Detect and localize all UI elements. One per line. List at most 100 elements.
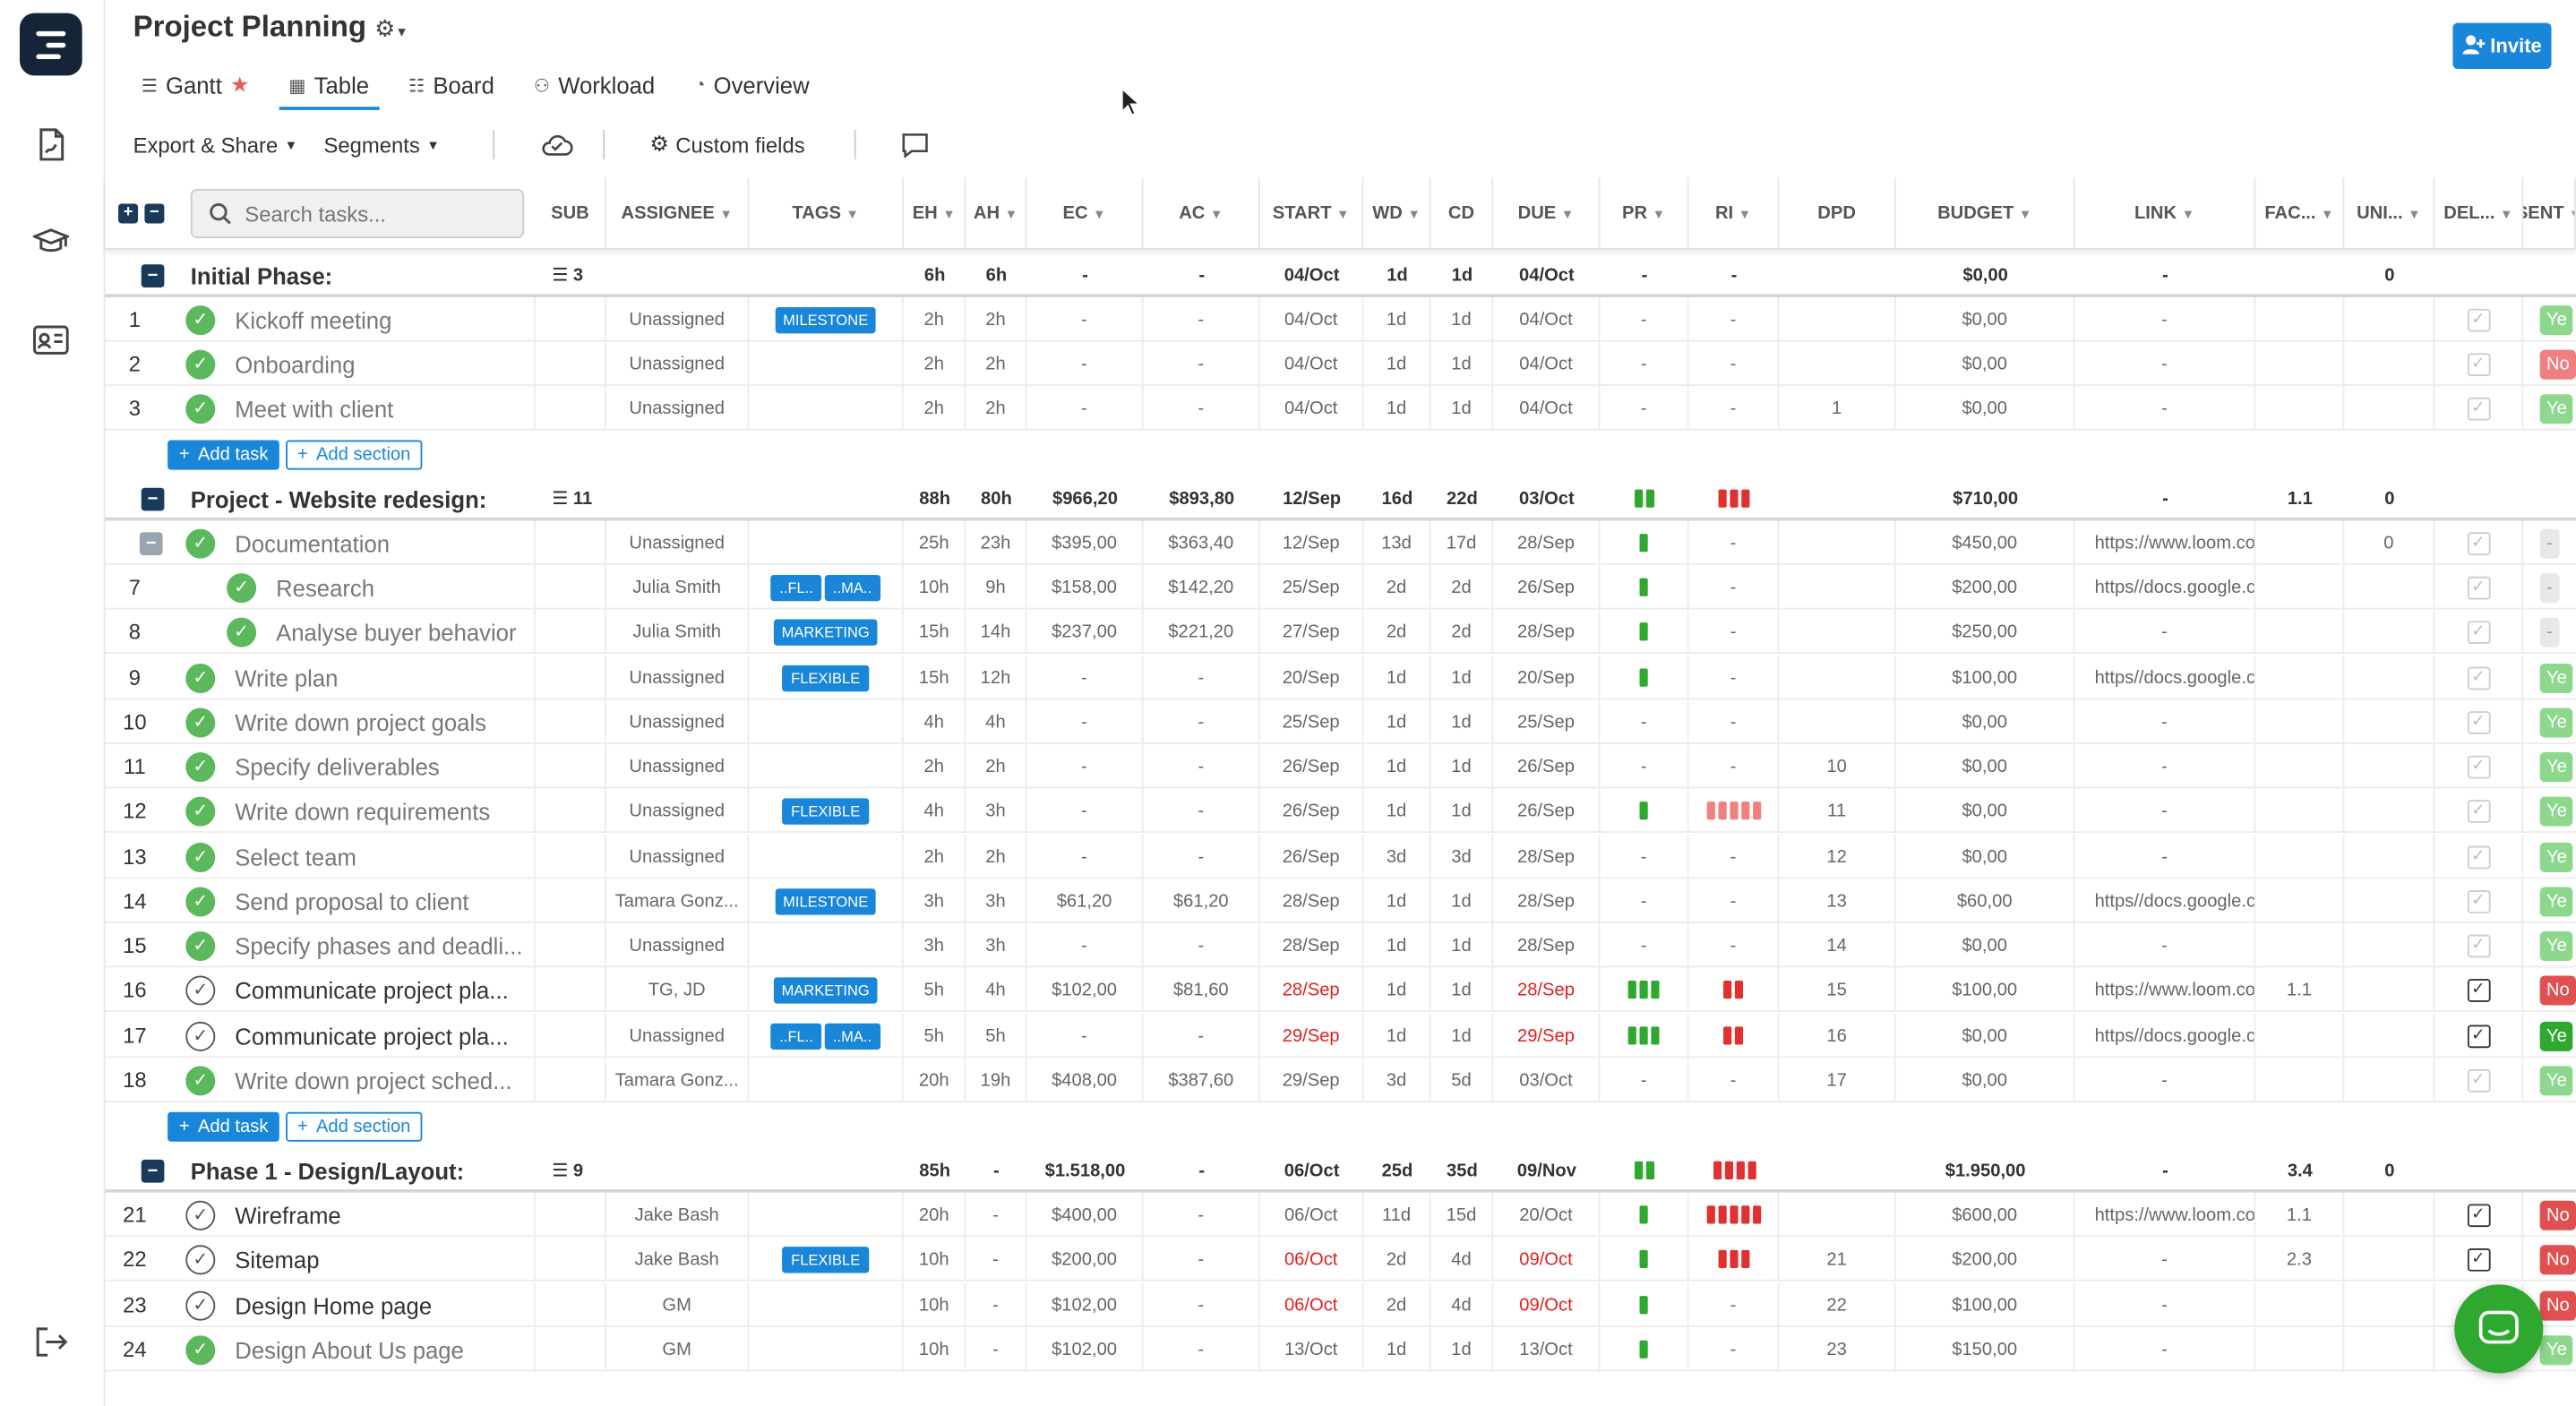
cell-wd[interactable]: 3d [1363,834,1431,879]
open-check-icon[interactable]: ✓ [185,1020,216,1050]
deliverable-checkbox[interactable]: ✓ [2467,889,2490,913]
cell-budget[interactable]: $200,00 [1896,564,2075,610]
cell-pr[interactable]: - [1600,879,1689,923]
cell-pr[interactable]: - [1600,296,1689,342]
task-name-cell[interactable]: ✓ Kickoff meeting [185,296,536,342]
cell-ec[interactable]: $395,00 [1026,520,1144,565]
cell-sent[interactable]: Ye [2523,1327,2576,1372]
cell-link[interactable]: https://www.loom.cor [2075,967,2256,1012]
cell-del[interactable]: ✓ [2434,967,2524,1012]
sent-badge[interactable]: Ye [2539,1334,2574,1365]
column-header-link[interactable]: LINK ▼ [2075,177,2256,250]
cell-ec[interactable]: - [1026,386,1144,431]
filter-icon[interactable]: ▼ [1560,206,1575,221]
invite-button[interactable]: Invite [2452,22,2552,70]
completed-check-icon[interactable]: ✓ [227,616,257,647]
cell-ac[interactable]: - [1144,922,1260,968]
cell-budget[interactable]: $100,00 [1896,655,2075,700]
cell-tags[interactable] [749,1058,904,1102]
cell-sent[interactable]: Ye [2523,386,2576,431]
expand-all-button[interactable]: + [118,203,139,224]
cell-wd[interactable]: 1d [1363,922,1431,968]
cell-eh[interactable]: 15h [904,655,966,700]
cell-dpd[interactable]: 1 [1779,386,1896,431]
cell-ec[interactable]: $408,00 [1026,1058,1144,1102]
cell-tags[interactable]: MILESTONE [749,296,904,342]
cell-del[interactable]: ✓ [2434,1192,2524,1238]
cell-fac[interactable] [2255,922,2345,968]
cell-del[interactable]: ✓ [2434,655,2524,700]
cell-ac[interactable]: $142,20 [1144,564,1260,610]
completed-check-icon[interactable]: ✓ [185,1065,216,1095]
cell-wd[interactable]: 1d [1363,788,1431,833]
cell-ri[interactable]: - [1689,1327,1780,1372]
report-icon[interactable] [33,126,69,162]
sent-badge[interactable]: Ye [2539,304,2574,335]
cell-ac[interactable]: - [1144,341,1260,387]
cell-del[interactable]: ✓ [2434,341,2524,387]
cell-ac[interactable]: - [1198,1160,1206,1180]
cell-wd[interactable]: 1d [1363,1327,1431,1372]
cell-link[interactable]: - [2075,743,2256,789]
cell-start[interactable]: 20/Sep [1260,655,1364,700]
cell-sent[interactable]: No [2523,1237,2576,1282]
deliverable-checkbox[interactable]: ✓ [2467,1068,2490,1092]
cell-due[interactable]: 03/Oct [1493,1058,1601,1102]
cell-ec[interactable]: $102,00 [1026,1327,1144,1372]
cell-assignee[interactable]: Unassigned [606,743,750,789]
cell-assignee[interactable]: Unassigned [606,788,750,833]
completed-check-icon[interactable]: ✓ [185,304,216,335]
cell-pr[interactable] [1600,788,1689,833]
cell-budget[interactable]: $0,00 [1896,341,2075,387]
deliverable-checkbox[interactable]: ✓ [2467,307,2490,331]
section-name[interactable]: Phase 1 - Design/Layout: [190,1157,465,1184]
logout-icon[interactable] [33,1324,69,1359]
cell-due[interactable]: 26/Sep [1493,743,1601,789]
cell-cd[interactable]: 5d [1431,1058,1494,1102]
sent-badge[interactable]: - [2539,616,2560,647]
cell-sub[interactable] [536,1282,606,1328]
cell-ac[interactable]: - [1144,743,1260,789]
cell-cd[interactable]: 4d [1431,1237,1494,1282]
column-header-budget[interactable]: BUDGET ▼ [1896,177,2075,250]
cell-budget[interactable]: $0,00 [1896,834,2075,879]
deliverable-checkbox[interactable]: ✓ [2467,531,2490,555]
cell-link[interactable]: https://www.loom.cor [2075,520,2256,565]
project-settings-button[interactable]: ⚙▼ [374,15,408,43]
cell-due[interactable]: 03/Oct [1519,488,1575,509]
cell-ah[interactable]: 14h [966,609,1027,655]
cell-del[interactable]: ✓ [2434,743,2524,789]
cell-wd[interactable]: 1d [1363,296,1431,342]
task-name-cell[interactable]: ✓ Onboarding [185,341,536,387]
deliverable-checkbox[interactable]: ✓ [2467,799,2490,823]
cell-pr[interactable]: - [1600,699,1689,744]
filter-icon[interactable]: ▼ [2408,206,2421,221]
cell-assignee[interactable]: Julia Smith [606,609,750,655]
cell-tags[interactable] [749,834,904,879]
export-share-dropdown[interactable]: Export & Share ▼ [133,132,298,158]
cell-ri[interactable]: - [1689,922,1780,968]
cell-ac[interactable]: $893,80 [1169,488,1235,509]
column-header-ac[interactable]: AC ▼ [1144,177,1260,250]
collapse-section-button[interactable]: − [141,476,165,521]
cell-assignee[interactable]: GM [606,1327,750,1372]
add-task-button[interactable]: + Add task [167,440,280,470]
cell-eh[interactable]: 6h [923,265,946,286]
cell-assignee[interactable]: TG, JD [606,967,750,1012]
cell-budget[interactable]: $0,00 [1962,265,2008,286]
task-name-cell[interactable]: ✓ Send proposal to client [185,879,536,923]
cell-start[interactable]: 28/Sep [1260,922,1364,968]
cell-ri[interactable]: - [1730,265,1738,286]
cell-link[interactable]: - [2162,488,2168,509]
cell-wd[interactable]: 2d [1363,609,1431,655]
cell-link[interactable]: - [2075,699,2256,744]
sent-badge[interactable]: Ye [2539,393,2574,424]
cell-link[interactable]: - [2075,1282,2256,1328]
cell-cd[interactable]: 1d [1431,699,1494,744]
cell-wd[interactable]: 13d [1363,520,1431,565]
column-header-eh[interactable]: EH ▼ [904,177,966,250]
cell-link[interactable]: - [2075,1327,2256,1372]
section-name[interactable]: Project - Website redesign: [190,485,487,512]
cell-ah[interactable]: 80h [981,488,1012,509]
cell-start[interactable]: 12/Sep [1260,520,1364,565]
